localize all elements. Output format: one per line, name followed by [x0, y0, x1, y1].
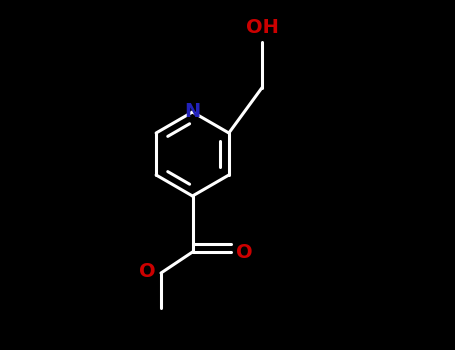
Text: N: N	[184, 103, 201, 121]
Text: O: O	[236, 243, 253, 261]
Text: O: O	[139, 262, 156, 281]
Text: OH: OH	[246, 18, 278, 37]
